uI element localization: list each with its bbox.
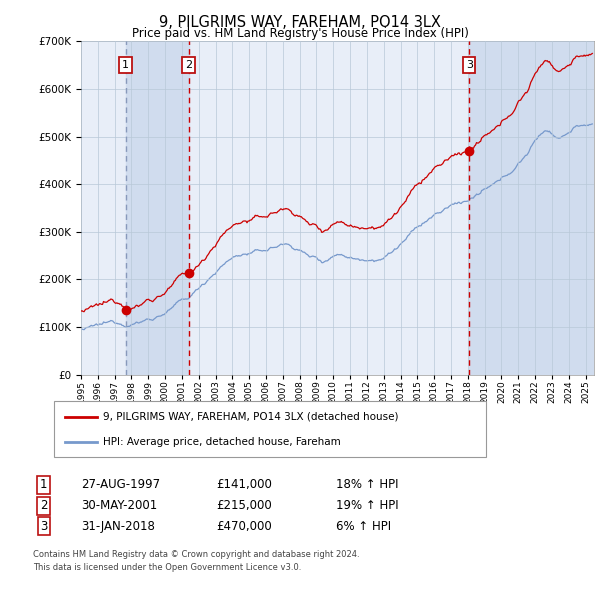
Text: 27-AUG-1997: 27-AUG-1997 (81, 478, 160, 491)
Text: 18% ↑ HPI: 18% ↑ HPI (336, 478, 398, 491)
Text: 30-MAY-2001: 30-MAY-2001 (81, 499, 157, 512)
Text: 1: 1 (122, 60, 129, 70)
Text: 19% ↑ HPI: 19% ↑ HPI (336, 499, 398, 512)
Text: This data is licensed under the Open Government Licence v3.0.: This data is licensed under the Open Gov… (33, 563, 301, 572)
Text: HPI: Average price, detached house, Fareham: HPI: Average price, detached house, Fare… (103, 437, 341, 447)
Text: 9, PILGRIMS WAY, FAREHAM, PO14 3LX (detached house): 9, PILGRIMS WAY, FAREHAM, PO14 3LX (deta… (103, 412, 398, 422)
Text: 9, PILGRIMS WAY, FAREHAM, PO14 3LX: 9, PILGRIMS WAY, FAREHAM, PO14 3LX (159, 15, 441, 30)
Bar (125, 41, 189, 375)
Text: £141,000: £141,000 (216, 478, 272, 491)
Text: 2: 2 (185, 60, 193, 70)
Bar (469, 41, 594, 375)
Text: Contains HM Land Registry data © Crown copyright and database right 2024.: Contains HM Land Registry data © Crown c… (33, 550, 359, 559)
Text: 3: 3 (466, 60, 473, 70)
Text: 2: 2 (40, 499, 47, 512)
Text: £470,000: £470,000 (216, 520, 272, 533)
Text: 6% ↑ HPI: 6% ↑ HPI (336, 520, 391, 533)
Text: £215,000: £215,000 (216, 499, 272, 512)
Text: 3: 3 (40, 520, 47, 533)
Text: 1: 1 (40, 478, 47, 491)
Text: Price paid vs. HM Land Registry's House Price Index (HPI): Price paid vs. HM Land Registry's House … (131, 27, 469, 40)
Text: 31-JAN-2018: 31-JAN-2018 (81, 520, 155, 533)
